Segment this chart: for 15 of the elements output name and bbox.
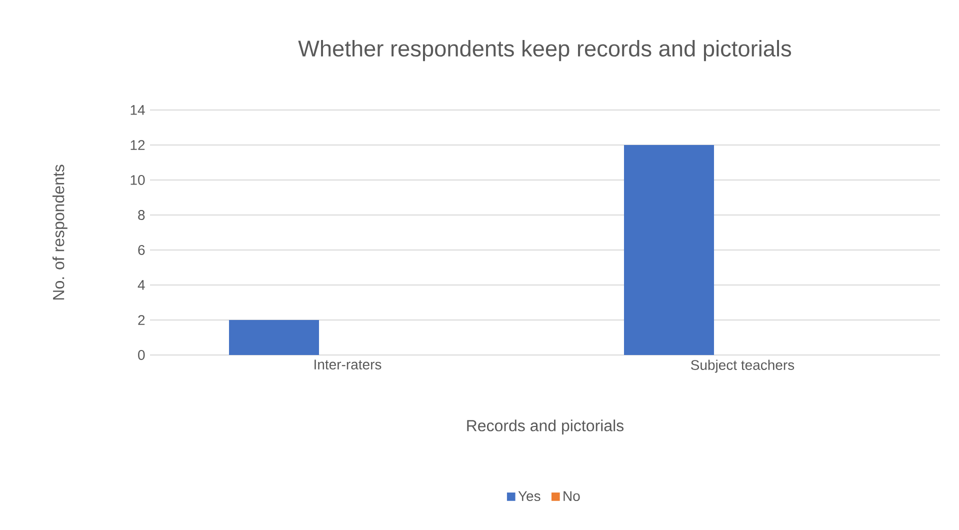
y-tick-label: 8 bbox=[138, 210, 145, 220]
x-tick-label: Subject teachers bbox=[690, 360, 794, 373]
y-tick-label: 4 bbox=[138, 280, 145, 290]
y-tick-label: 12 bbox=[130, 140, 145, 150]
y-tick-label: 2 bbox=[138, 315, 145, 325]
legend-label: No bbox=[564, 491, 580, 502]
x-axis-title: Records and pictorials bbox=[467, 420, 624, 434]
y-tick-label: 14 bbox=[130, 105, 145, 115]
y-axis-title: No. of respondents bbox=[52, 164, 68, 300]
chart-title: Whether respondents keep records and pictorials bbox=[298, 40, 792, 62]
x-tick-label: Inter-raters bbox=[314, 360, 382, 370]
y-tick-label: 0 bbox=[138, 350, 145, 360]
y-tick-label: 6 bbox=[138, 245, 145, 255]
legend-label: Yes bbox=[518, 491, 540, 502]
y-tick-label: 10 bbox=[130, 175, 145, 185]
